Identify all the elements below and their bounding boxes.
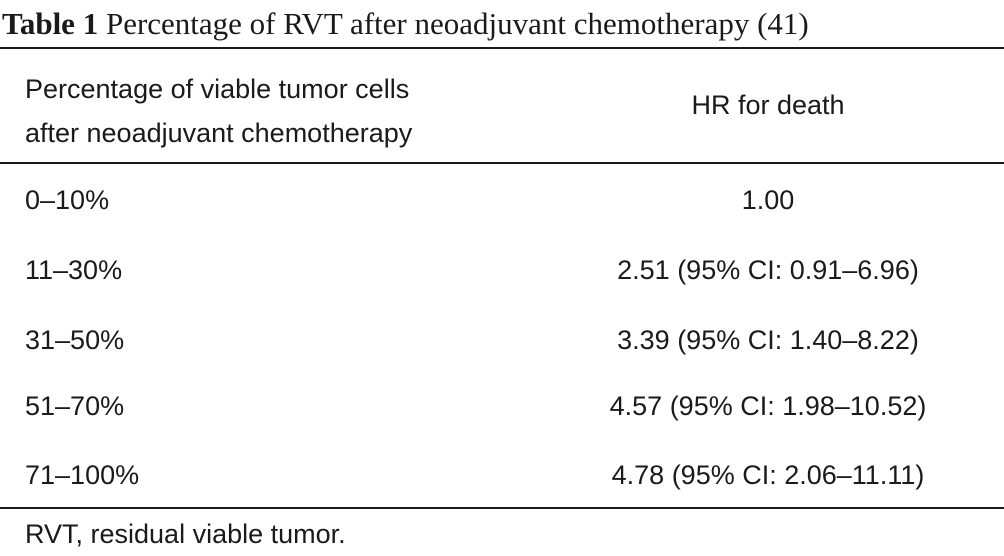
cell-percentage: 31–50% <box>25 325 125 355</box>
cell-hr: 3.39 (95% CI: 1.40–8.22) <box>617 325 919 355</box>
column-header-hr: HR for death <box>691 90 845 120</box>
table-header-rule <box>0 162 1004 164</box>
table-row: 31–50% 3.39 (95% CI: 1.40–8.22) <box>0 320 1004 360</box>
cell-percentage: 51–70% <box>25 391 125 421</box>
cell-hr: 2.51 (95% CI: 0.91–6.96) <box>617 255 919 285</box>
table-bottom-rule <box>0 507 1004 509</box>
table-footnote: RVT, residual viable tumor. <box>25 519 346 549</box>
column-header-percentage: Percentage of viable tumor cells after n… <box>25 67 412 155</box>
table-row: 0–10% 1.00 <box>0 180 1004 220</box>
cell-percentage: 71–100% <box>25 460 140 490</box>
table-caption-text: Percentage of RVT after neoadjuvant chem… <box>105 6 809 41</box>
table-top-rule <box>0 47 1004 49</box>
cell-hr: 1.00 <box>741 185 795 215</box>
column-header-percentage-line1: Percentage of viable tumor cells <box>25 74 410 104</box>
table-row: 71–100% 4.78 (95% CI: 2.06–11.11) <box>0 455 1004 495</box>
table-caption: Table 1 Percentage of RVT after neoadjuv… <box>2 6 809 42</box>
cell-percentage: 0–10% <box>25 185 110 215</box>
cell-percentage: 11–30% <box>25 255 123 285</box>
table-row: 51–70% 4.57 (95% CI: 1.98–10.52) <box>0 386 1004 426</box>
column-header-percentage-line2: after neoadjuvant chemotherapy <box>25 118 413 148</box>
table-caption-label: Table 1 <box>2 6 99 41</box>
cell-hr: 4.57 (95% CI: 1.98–10.52) <box>609 391 927 421</box>
table-row: 11–30% 2.51 (95% CI: 0.91–6.96) <box>0 250 1004 290</box>
cell-hr: 4.78 (95% CI: 2.06–11.11) <box>611 460 925 490</box>
